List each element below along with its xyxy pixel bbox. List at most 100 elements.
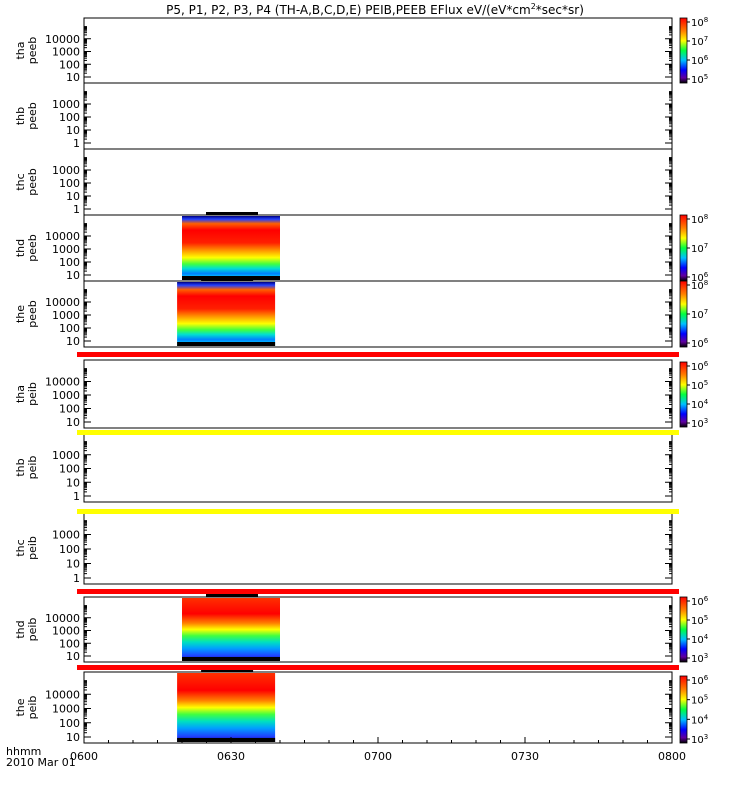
- status-bar-yellow: [77, 430, 679, 435]
- y-axis-label-probe: thd: [14, 620, 27, 638]
- y-axis-label-probe: the: [14, 305, 27, 323]
- y-tick-label: 10: [66, 269, 80, 282]
- y-tick-label: 10: [66, 558, 80, 571]
- colorbar: [679, 596, 688, 663]
- y-axis-label-species: peeb: [26, 300, 39, 328]
- y-axis-label-probe: thc: [14, 173, 27, 190]
- y-tick-label: 1000: [52, 389, 80, 402]
- x-tick-label: 0730: [511, 750, 539, 763]
- panel-frame: [83, 214, 673, 282]
- y-axis-label-probe: thb: [14, 458, 27, 476]
- y-tick-label: 1: [73, 137, 80, 150]
- y-tick-label: 10: [66, 650, 80, 663]
- y-tick-label: 100: [59, 111, 80, 124]
- y-tick-label: 10: [66, 190, 80, 203]
- y-tick-label: 1000: [52, 98, 80, 111]
- colorbar-tick-label: 105: [691, 614, 708, 627]
- colorbar: [679, 675, 688, 744]
- data-coverage-marker: [201, 278, 254, 281]
- y-tick-label: 10000: [45, 230, 80, 243]
- colorbar: [679, 280, 688, 348]
- y-axis-label-probe: tha: [14, 41, 27, 59]
- x-tick-label: 0700: [364, 750, 392, 763]
- y-tick-label: 1000: [52, 703, 80, 716]
- y-tick-label: 10: [66, 335, 80, 348]
- panel-frame: [83, 280, 673, 348]
- y-axis-label-species: peib: [26, 696, 39, 720]
- y-tick-label: 1000: [52, 309, 80, 322]
- y-axis-label-species: peeb: [26, 102, 39, 130]
- data-coverage-marker: [206, 594, 258, 597]
- y-axis-label-species: peeb: [26, 234, 39, 262]
- spectrogram-data-block: [182, 216, 280, 280]
- colorbar-tick-label: 106: [691, 337, 709, 350]
- colorbar-tick-label: 106: [691, 54, 709, 67]
- y-tick-label: 100: [59, 58, 80, 71]
- x-tick-label: 0630: [217, 750, 245, 763]
- y-axis-label-species: peeb: [26, 168, 39, 196]
- spectrogram-data-block: [177, 673, 276, 742]
- colorbar-tick-label: 108: [691, 16, 708, 29]
- colorbar-tick-label: 106: [691, 674, 709, 687]
- y-tick-label: 10: [66, 416, 80, 429]
- status-bar-red: [77, 589, 679, 594]
- y-axis-label-probe: thc: [14, 539, 27, 556]
- panel-frame: [83, 82, 673, 150]
- colorbar: [679, 361, 688, 428]
- y-tick-label: 10: [66, 71, 80, 84]
- colorbar-tick-label: 104: [691, 633, 709, 646]
- x-tick-label: 0600: [70, 750, 98, 763]
- colorbar-tick-label: 108: [691, 279, 708, 292]
- spectrogram-low-energy-band: [182, 657, 280, 661]
- colorbar-tick-label: 104: [691, 713, 709, 726]
- colorbar-tick-label: 107: [691, 242, 708, 255]
- panel-frame: [83, 596, 673, 663]
- y-axis-label-species: peib: [26, 382, 39, 406]
- colorbar-tick-label: 103: [691, 417, 708, 430]
- y-tick-label: 10: [66, 731, 80, 744]
- panel-frame: [83, 511, 673, 585]
- colorbar-tick-label: 107: [691, 35, 708, 48]
- y-tick-label: 10000: [45, 376, 80, 389]
- y-tick-label: 10: [66, 124, 80, 137]
- panel-frame: [83, 17, 673, 84]
- y-axis-label-species: peib: [26, 536, 39, 560]
- colorbar-tick-label: 104: [691, 398, 709, 411]
- colorbar-tick-label: 108: [691, 213, 708, 226]
- status-bar-yellow: [77, 509, 679, 514]
- y-axis-label-probe: the: [14, 698, 27, 716]
- y-tick-label: 1: [73, 490, 80, 503]
- y-axis-label-species: peib: [26, 618, 39, 642]
- y-tick-label: 100: [59, 463, 80, 476]
- y-tick-label: 100: [59, 322, 80, 335]
- y-tick-label: 100: [59, 177, 80, 190]
- y-axis-label-probe: thb: [14, 107, 27, 125]
- colorbar-tick-label: 106: [691, 271, 709, 284]
- y-tick-label: 1000: [52, 529, 80, 542]
- figure-title: P5, P1, P2, P3, P4 (TH-A,B,C,D,E) PEIB,P…: [166, 2, 584, 17]
- spectrogram-data-block: [182, 598, 280, 661]
- x-axis-label-hhmm: hhmm: [6, 745, 41, 758]
- colorbar-tick-label: 107: [691, 308, 708, 321]
- y-tick-label: 10000: [45, 612, 80, 625]
- y-tick-label: 1000: [52, 164, 80, 177]
- y-tick-label: 100: [59, 403, 80, 416]
- y-tick-label: 1000: [52, 243, 80, 256]
- colorbar-tick-label: 106: [691, 595, 709, 608]
- y-tick-label: 1000: [52, 625, 80, 638]
- colorbar-tick-label: 105: [691, 379, 708, 392]
- x-axis-label-date: 2010 Mar 01: [6, 756, 76, 769]
- y-tick-label: 1: [73, 572, 80, 585]
- y-tick-label: 100: [59, 717, 80, 730]
- colorbar: [679, 17, 688, 84]
- data-coverage-marker: [201, 669, 254, 672]
- data-coverage-marker: [206, 212, 258, 215]
- y-tick-label: 1: [73, 203, 80, 216]
- y-axis-label-probe: tha: [14, 385, 27, 403]
- panel-frame: [83, 671, 673, 744]
- colorbar-tick-label: 105: [691, 694, 708, 707]
- y-axis-label-probe: thd: [14, 239, 27, 257]
- colorbar: [679, 214, 688, 282]
- spectrogram-low-energy-band: [177, 342, 276, 346]
